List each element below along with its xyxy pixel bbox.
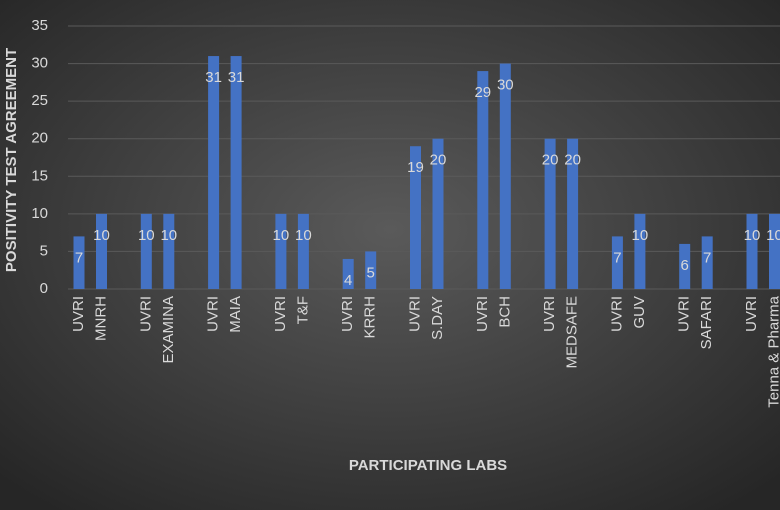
data-label: 10: [160, 227, 177, 244]
bar: [96, 213, 107, 289]
bar: [634, 213, 646, 289]
data-label: 10: [138, 227, 155, 244]
data-label: 5: [367, 264, 375, 281]
x-tick-label: EXAMINA: [160, 296, 177, 364]
bar: [544, 138, 556, 289]
y-tick-label: 25: [31, 92, 48, 109]
x-tick-label: BCH: [496, 296, 513, 328]
bar: [567, 138, 579, 289]
data-label: 10: [744, 227, 761, 244]
data-label: 7: [75, 249, 83, 266]
data-label: 6: [681, 257, 689, 274]
bar: [701, 236, 713, 289]
bar: [432, 138, 444, 289]
x-tick-label: MNRH: [92, 296, 109, 341]
bar: [611, 236, 623, 289]
y-tick-label: 20: [31, 130, 48, 147]
data-label: 7: [613, 249, 621, 266]
x-tick-label: Tenna & Pharma: [765, 295, 780, 407]
x-tick-label: MEDSAFE: [564, 296, 581, 369]
x-tick-label: UVRI: [406, 296, 423, 332]
x-tick-label: UVRI: [608, 296, 625, 332]
bar: [230, 56, 242, 289]
data-label: 31: [228, 69, 245, 86]
x-tick-label: UVRI: [205, 296, 222, 332]
bar: [365, 251, 377, 289]
data-label: 10: [766, 227, 780, 244]
bar: [769, 213, 780, 289]
data-label: 29: [474, 84, 491, 101]
y-tick-label: 5: [40, 242, 48, 259]
x-tick-label: KRRH: [362, 296, 379, 339]
x-tick-label: UVRI: [743, 296, 760, 332]
bar: [275, 213, 287, 289]
y-tick-label: 35: [31, 17, 48, 34]
y-tick-label: 10: [31, 205, 48, 222]
x-tick-label: UVRI: [70, 296, 87, 332]
bar: [679, 243, 691, 289]
x-tick-label: GUV: [631, 296, 648, 329]
bar: [140, 213, 152, 289]
x-tick-label: S.DAY: [429, 296, 446, 340]
y-axis-title: POSITIVITY TEST AGREEMENT: [3, 48, 20, 272]
data-label: 20: [430, 152, 447, 169]
y-tick-label: 0: [40, 280, 48, 297]
x-tick-label: MAIA: [227, 296, 244, 333]
x-tick-label: UVRI: [339, 296, 356, 332]
data-label: 4: [344, 272, 352, 289]
data-label: 20: [564, 152, 581, 169]
data-label: 20: [542, 152, 559, 169]
y-tick-label: 15: [31, 167, 48, 184]
data-label: 30: [497, 77, 514, 94]
x-tick-label: UVRI: [474, 296, 491, 332]
x-axis-title: PARTICIPATING LABS: [349, 457, 507, 474]
data-label: 10: [273, 227, 290, 244]
bar: [297, 213, 309, 289]
data-label: 10: [295, 227, 312, 244]
bar: [746, 213, 758, 289]
x-tick-label: UVRI: [541, 296, 558, 332]
x-tick-label: UVRI: [272, 296, 289, 332]
x-tick-label: UVRI: [676, 296, 693, 332]
data-label: 19: [407, 159, 424, 176]
y-tick-label: 30: [31, 55, 48, 72]
x-tick-label: UVRI: [137, 296, 154, 332]
bar: [73, 236, 85, 289]
x-tick-label: SAFARI: [698, 296, 715, 349]
bar: [163, 213, 175, 289]
bar: [342, 258, 354, 289]
x-tick-label: T&F: [294, 296, 311, 324]
data-label: 7: [703, 249, 711, 266]
bar: [410, 146, 421, 289]
data-label: 31: [205, 69, 222, 86]
bar: [499, 63, 511, 290]
data-label: 10: [632, 227, 649, 244]
bar: [477, 71, 489, 289]
data-label: 10: [93, 227, 110, 244]
bar: [208, 56, 220, 289]
